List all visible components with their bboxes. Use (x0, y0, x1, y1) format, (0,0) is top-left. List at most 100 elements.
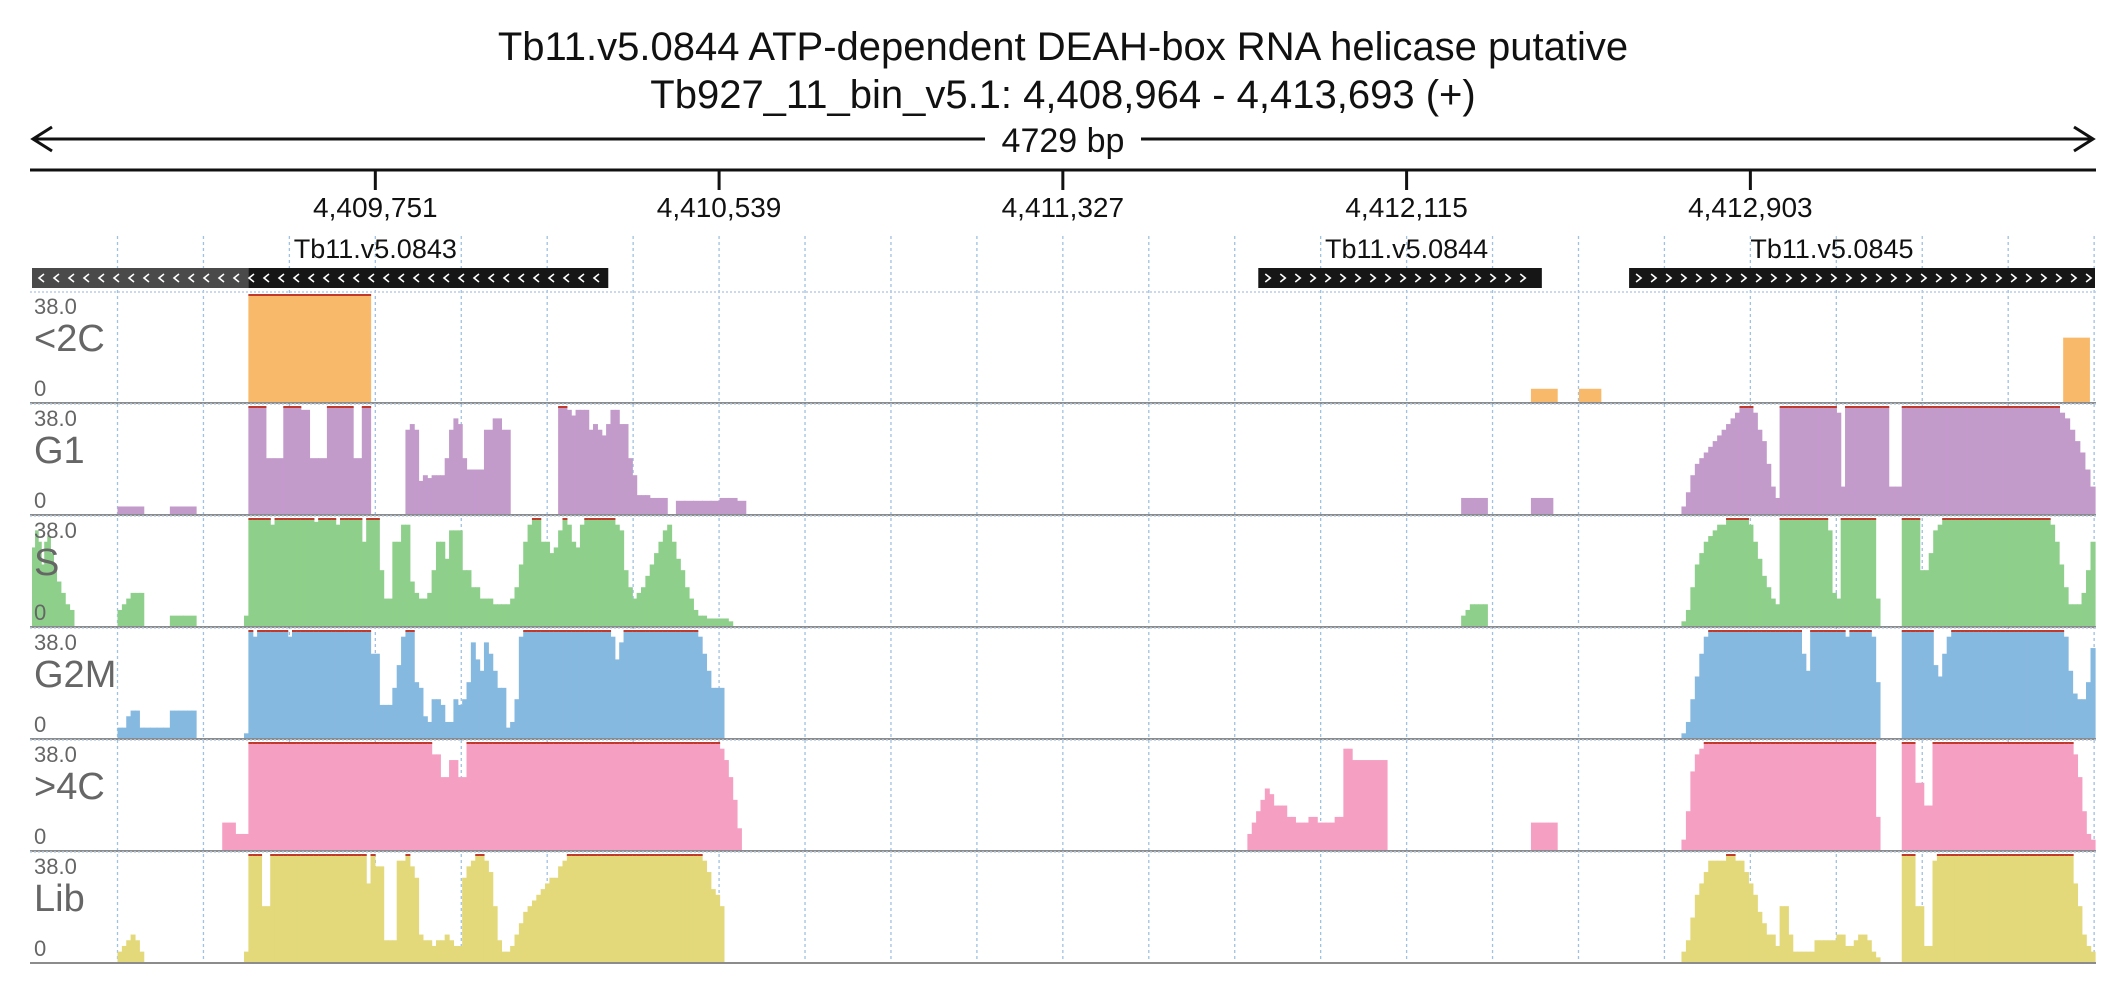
bar-5-1-25 (353, 855, 359, 963)
bar-1-5-15 (623, 424, 629, 515)
bar-5-2-18 (449, 940, 455, 963)
bar-2-12-9 (1942, 519, 1948, 627)
bar-3-5-49 (719, 687, 725, 739)
bar-4-8-7 (1932, 743, 1938, 851)
bar-3-5-1 (510, 721, 516, 739)
bar-3-9-23 (2005, 631, 2011, 739)
bar-4-1-4 (261, 743, 267, 851)
bar-4-6-11 (1827, 743, 1833, 851)
bar-2-9-17 (1757, 558, 1763, 627)
bar-3-4-4 (387, 704, 393, 739)
bar-2-7-13 (680, 570, 686, 627)
bar-4-5-7 (1712, 743, 1718, 851)
bar-3-9-22 (2000, 631, 2006, 739)
bar-1-5-3 (571, 415, 577, 515)
bar-2-4-7 (274, 519, 280, 627)
bar-5-3-13 (562, 860, 568, 963)
bar-5-2-13 (427, 940, 433, 963)
bar-3-9-26 (2018, 631, 2024, 739)
bar-2-2-3 (130, 592, 136, 627)
bar-3-5-35 (658, 631, 664, 739)
bar-4-8-9 (1941, 743, 1947, 851)
bar-5-0-1 (121, 945, 127, 963)
bar-4-5-8 (1717, 743, 1723, 851)
bar-5-7-11 (1950, 855, 1956, 963)
bar-4-5-18 (1761, 743, 1767, 851)
bar-5-5-5 (1801, 951, 1807, 963)
bar-2-12-1 (1906, 519, 1912, 627)
bar-5-3-42 (688, 855, 694, 963)
strand-arrow (97, 273, 105, 283)
bar-5-1-9 (283, 855, 289, 963)
bar-2-5-25 (479, 598, 485, 627)
bar-2-6-11 (553, 547, 559, 627)
bar-2-5-16 (440, 541, 446, 627)
bar-4-6-14 (1840, 743, 1846, 851)
bar-5-7-25 (2011, 855, 2017, 963)
bar-4-6-13 (1836, 743, 1842, 851)
bar-4-4-0 (1530, 822, 1541, 851)
bar-5-2-11 (418, 934, 424, 963)
strand-arrow (1770, 273, 1778, 283)
bar-4-7-1 (1853, 743, 1859, 851)
bar-5-4-18 (1761, 923, 1767, 963)
bar-1-12-28 (2044, 407, 2050, 515)
bar-4-5-12 (1734, 743, 1741, 851)
bar-4-3-30 (1378, 760, 1384, 851)
bar-3-5-6 (531, 631, 537, 739)
bar-2-2-5 (139, 592, 145, 627)
bar-0-2-0 (1578, 388, 1602, 403)
bar-4-2-30 (614, 743, 620, 851)
strand-arrow (1875, 273, 1883, 283)
bar-1-6-4 (710, 500, 721, 515)
bar-2-6-12 (558, 530, 564, 627)
bar-4-5-11 (1730, 743, 1736, 851)
bar-4-2-19 (566, 743, 572, 851)
track-min-label: 0 (34, 712, 46, 737)
bar-5-3-38 (671, 855, 677, 963)
bar-2-4-16 (313, 521, 319, 627)
bar-4-3-12 (1299, 822, 1305, 851)
bar-1-5-17 (632, 475, 638, 515)
bar-2-5-10 (414, 592, 420, 627)
bar-5-3-6 (531, 900, 537, 963)
bar-3-5-3 (518, 636, 524, 739)
bar-2-6-26 (619, 530, 625, 627)
bar-2-10-6 (1805, 519, 1811, 627)
bar-2-10-11 (1827, 530, 1833, 627)
bar-3-9-40 (2081, 699, 2087, 739)
bar-1-12-19 (1998, 407, 2005, 515)
bar-2-12-11 (1951, 519, 1957, 627)
bar-0-1-0 (1530, 388, 1558, 403)
strand-arrow (397, 273, 405, 283)
bar-1-6-6 (728, 497, 738, 515)
bar-4-8-10 (1945, 743, 1951, 851)
bar-1-12-4 (1922, 407, 1928, 515)
bar-2-0-7 (53, 570, 58, 627)
strand-arrow (547, 273, 555, 283)
bar-5-2-30 (501, 951, 507, 963)
bar-4-8-11 (1950, 743, 1956, 851)
bar-5-1-6 (270, 855, 276, 963)
bar-3-3-14 (305, 631, 311, 739)
bar-4-1-26 (357, 743, 363, 851)
bar-5-3-2 (514, 934, 520, 963)
bar-4-8-32 (2042, 743, 2048, 851)
bar-4-1-2 (252, 743, 258, 851)
bar-3-6-15 (1748, 631, 1754, 739)
bar-3-7-8 (1814, 631, 1820, 739)
bar-3-5-32 (645, 631, 651, 739)
grid-lines (116, 236, 2095, 963)
bar-2-12-18 (1982, 519, 1988, 627)
bar-5-7-9 (1941, 855, 1947, 963)
bar-4-3-15 (1312, 816, 1318, 851)
bar-4-8-20 (1989, 743, 1995, 851)
bar-4-1-3 (257, 743, 263, 851)
bar-5-3-9 (545, 883, 550, 963)
bar-5-2-2 (379, 866, 385, 963)
bar-3-5-20 (593, 631, 598, 739)
bar-5-3-49 (719, 906, 725, 963)
bar-5-1-11 (292, 855, 297, 963)
bar-2-9-2 (1690, 587, 1696, 627)
